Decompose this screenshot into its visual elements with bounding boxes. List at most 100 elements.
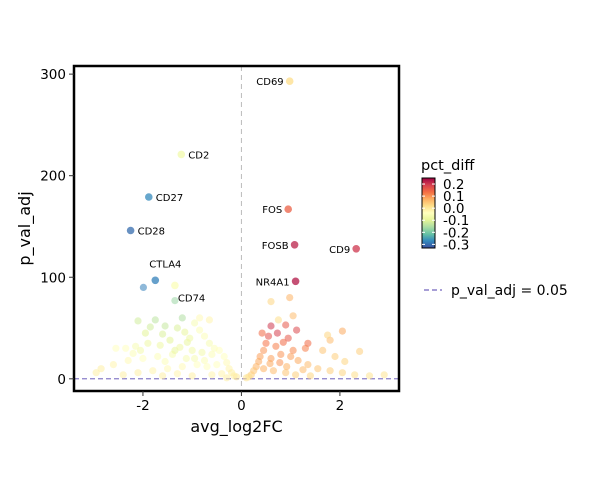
data-point [124, 356, 132, 365]
data-point [276, 359, 284, 367]
plot-panel-border [72, 64, 401, 393]
data-point [171, 346, 179, 354]
data-point [182, 354, 190, 363]
y-tick-label: 0 [57, 372, 66, 388]
data-point [338, 369, 346, 377]
highlighted-point [126, 226, 135, 235]
data-point [178, 314, 186, 322]
data-point [215, 346, 223, 354]
data-point [146, 323, 154, 331]
data-point [284, 334, 292, 342]
y-tick-label: 300 [40, 67, 66, 83]
gene-label: FOSB [262, 241, 289, 252]
data-point [258, 329, 266, 337]
data-point [242, 374, 250, 382]
data-point [294, 356, 302, 365]
data-point [314, 365, 322, 373]
y-axis-label: p_val_adj [15, 191, 35, 265]
data-point [129, 349, 137, 357]
highlighted-point [171, 281, 179, 290]
x-tick-label: 0 [237, 398, 246, 414]
data-point [262, 339, 270, 347]
color-legend-title: pct_diff [421, 158, 475, 174]
data-point [273, 329, 281, 337]
data-point [198, 348, 206, 356]
data-point [299, 366, 307, 374]
highlighted-point [290, 241, 299, 249]
data-point [232, 373, 241, 381]
gene-label: CD69 [256, 77, 283, 88]
data-point [223, 374, 231, 382]
highlighted-point [177, 150, 186, 159]
data-point [188, 346, 196, 354]
data-point [159, 372, 167, 380]
y-tick-label: 100 [40, 270, 66, 286]
data-point [149, 367, 157, 375]
data-point [181, 328, 189, 336]
data-point [109, 361, 117, 369]
data-point [304, 361, 312, 369]
data-point [119, 371, 127, 379]
data-point [112, 344, 120, 352]
data-point [289, 312, 297, 320]
gene-label: CD74 [178, 293, 205, 304]
data-point [356, 347, 364, 355]
gene-label: CD2 [188, 150, 209, 161]
data-point [173, 370, 181, 378]
data-point [159, 330, 167, 338]
data-point [191, 319, 199, 327]
data-point [193, 361, 201, 369]
data-point [319, 346, 327, 354]
color-bar-tick-label: 0.1 [443, 189, 464, 205]
highlighted-point [151, 276, 160, 285]
data-point [380, 371, 388, 379]
data-point [203, 363, 211, 371]
data-point [272, 342, 280, 350]
data-point [286, 294, 294, 302]
threshold-legend: p_val_adj = 0.05 [424, 283, 568, 299]
data-point [164, 365, 172, 373]
color-bar-tick-label: -0.1 [443, 213, 469, 229]
data-point [161, 357, 169, 366]
color-bar [421, 177, 436, 249]
data-point [365, 372, 374, 380]
data-point [200, 332, 209, 340]
threshold-legend-label: p_val_adj = 0.05 [451, 283, 568, 299]
data-point [136, 346, 145, 354]
data-point [151, 316, 159, 324]
data-point [97, 365, 105, 373]
gene-label: CD27 [156, 193, 183, 204]
gene-label: CD9 [329, 245, 350, 256]
data-point [205, 316, 213, 324]
data-point [324, 331, 332, 339]
data-point [134, 317, 142, 325]
data-point [260, 365, 268, 373]
data-point [260, 346, 268, 354]
highlighted-point [145, 193, 153, 201]
data-point [282, 369, 290, 377]
data-point [282, 321, 290, 329]
data-point [326, 367, 334, 375]
data-point [292, 371, 300, 379]
data-point [134, 369, 142, 377]
data-point [267, 322, 275, 330]
axes: -2 0 2 0 100 200 300 [40, 67, 344, 414]
data-point [161, 322, 169, 330]
data-point [173, 324, 181, 332]
data-point [154, 352, 162, 361]
data-point [171, 297, 179, 305]
data-point [141, 329, 149, 337]
data-point [283, 363, 291, 371]
gene-labels: CD69 CD2 CD27 CD28 FOS FOSB CD9 NR4A1 CTLA4 CD74 [138, 77, 351, 304]
data-point [220, 352, 228, 361]
data-point [351, 371, 359, 379]
color-bar-tick-label: -0.3 [443, 237, 469, 253]
data-point [132, 342, 140, 350]
data-point [186, 334, 194, 342]
data-point [144, 339, 152, 347]
data-point [274, 316, 282, 324]
data-point [293, 326, 301, 334]
gene-label: NR4A1 [256, 277, 290, 288]
highlighted-point [284, 205, 293, 213]
